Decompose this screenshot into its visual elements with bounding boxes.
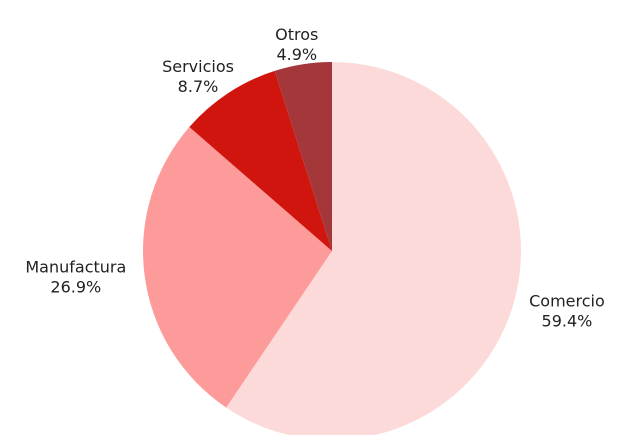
pie-slice [189,70,332,251]
slice-label: Otros [275,25,318,44]
pie-slice [143,127,332,408]
slice-label: Manufactura [25,258,126,277]
pie-slice [226,62,521,435]
slice-value-label: 8.7% [178,77,219,96]
slice-label: Servicios [162,57,234,76]
slice-value-label: 59.4% [542,311,593,330]
slice-value-label: 26.9% [50,278,101,297]
pie-slice [274,62,332,251]
slice-value-label: 4.9% [276,45,317,64]
slice-label: Comercio [529,291,605,310]
